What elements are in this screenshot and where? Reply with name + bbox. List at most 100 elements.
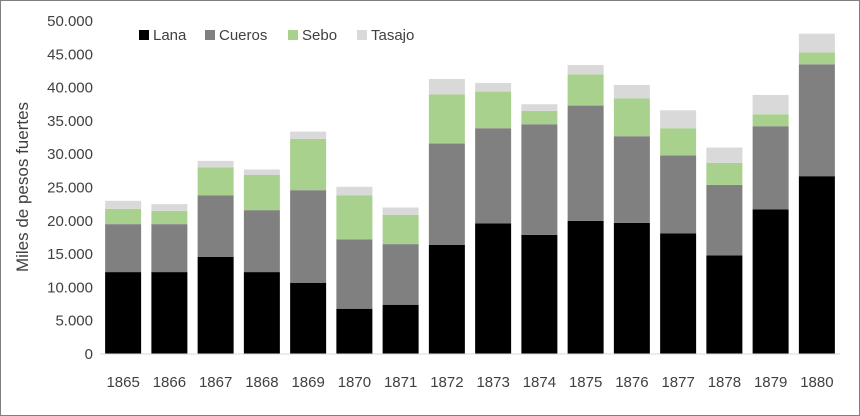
bar-segment-sebo-1876 xyxy=(613,98,650,137)
legend-label-lana: Lana xyxy=(153,27,187,44)
bar-segment-tasajo-1879 xyxy=(752,94,789,115)
bar-segment-tasajo-1872 xyxy=(428,78,465,95)
bar-segment-lana-1865 xyxy=(105,272,142,354)
bar-segment-sebo-1873 xyxy=(475,91,512,129)
bar-segment-sebo-1869 xyxy=(290,138,327,191)
bar-segment-lana-1877 xyxy=(660,233,697,354)
x-tick-label: 1874 xyxy=(523,374,556,391)
bar-segment-cueros-1868 xyxy=(243,210,280,273)
y-tick-label: 15.000 xyxy=(47,246,93,263)
bar-segment-tasajo-1867 xyxy=(197,160,234,168)
bar-segment-sebo-1879 xyxy=(752,114,789,127)
x-tick-label: 1870 xyxy=(338,374,371,391)
y-axis-title-group: Miles de pesos fuertes xyxy=(13,102,32,272)
bar-segment-tasajo-1871 xyxy=(382,207,419,215)
bar-segment-lana-1880 xyxy=(798,176,835,354)
bar-segment-sebo-1871 xyxy=(382,214,419,245)
bar-segment-lana-1873 xyxy=(475,223,512,354)
y-tick-label: 10.000 xyxy=(47,279,93,296)
y-tick-label: 0 xyxy=(85,346,93,363)
bar-segment-lana-1867 xyxy=(197,256,234,354)
bar-segment-sebo-1865 xyxy=(105,208,142,225)
bar-segment-cueros-1874 xyxy=(521,124,558,235)
bar-segment-sebo-1878 xyxy=(706,162,743,185)
y-tick-label: 5.000 xyxy=(55,313,93,330)
bar-segment-sebo-1868 xyxy=(243,174,280,211)
x-tick-label: 1872 xyxy=(430,374,463,391)
bars xyxy=(105,33,835,354)
bar-segment-sebo-1880 xyxy=(798,52,835,65)
x-tick-label: 1869 xyxy=(291,374,324,391)
bar-segment-lana-1872 xyxy=(428,244,465,354)
legend-swatch-sebo xyxy=(288,30,298,40)
bar-segment-lana-1866 xyxy=(151,272,188,354)
bar-segment-cueros-1879 xyxy=(752,126,789,210)
y-tick-label: 50.000 xyxy=(47,13,93,30)
bar-segment-cueros-1870 xyxy=(336,239,373,309)
x-tick-label: 1867 xyxy=(199,374,232,391)
bar-segment-cueros-1872 xyxy=(428,143,465,245)
x-tick-label: 1879 xyxy=(754,374,787,391)
bar-segment-sebo-1874 xyxy=(521,110,558,125)
x-tick-label: 1865 xyxy=(106,374,139,391)
bar-segment-sebo-1867 xyxy=(197,167,234,196)
bar-segment-cueros-1878 xyxy=(706,184,743,256)
y-tick-label: 35.000 xyxy=(47,113,93,130)
bar-segment-cueros-1873 xyxy=(475,128,512,224)
bar-segment-cueros-1880 xyxy=(798,64,835,177)
bar-segment-lana-1874 xyxy=(521,234,558,354)
x-tick-label: 1878 xyxy=(708,374,741,391)
bar-segment-tasajo-1869 xyxy=(290,131,327,139)
y-tick-label: 30.000 xyxy=(47,146,93,163)
x-tick-label: 1880 xyxy=(800,374,833,391)
legend: Lana Cueros Sebo Tasajo xyxy=(139,27,414,44)
y-tick-label: 25.000 xyxy=(47,180,93,197)
y-axis-title: Miles de pesos fuertes xyxy=(13,102,32,272)
x-tick-label: 1868 xyxy=(245,374,278,391)
bar-segment-sebo-1866 xyxy=(151,210,188,225)
bar-segment-cueros-1865 xyxy=(105,224,142,273)
bar-segment-cueros-1866 xyxy=(151,224,188,273)
bar-segment-lana-1875 xyxy=(567,220,604,354)
bar-segment-sebo-1875 xyxy=(567,74,604,106)
legend-swatch-lana xyxy=(139,30,149,40)
legend-label-tasajo: Tasajo xyxy=(371,27,414,44)
x-tick-label: 1866 xyxy=(153,374,186,391)
bar-segment-lana-1876 xyxy=(613,222,650,354)
y-tick-labels: 0 5.000 10.000 15.000 20.000 25.000 30.000 35.0… xyxy=(47,13,93,363)
bar-segment-tasajo-1868 xyxy=(243,169,280,175)
y-tick-label: 45.000 xyxy=(47,46,93,63)
bar-segment-tasajo-1870 xyxy=(336,186,373,196)
y-tick-label: 40.000 xyxy=(47,80,93,97)
bar-segment-tasajo-1880 xyxy=(798,33,835,53)
x-tick-labels: 1865 1866 1867 1868 1869 1870 1871 1872 1873 1874… xyxy=(106,374,833,391)
x-tick-label: 1875 xyxy=(569,374,602,391)
bar-segment-tasajo-1875 xyxy=(567,64,604,75)
x-tick-label: 1877 xyxy=(661,374,694,391)
bar-segment-lana-1869 xyxy=(290,282,327,354)
bar-segment-sebo-1877 xyxy=(660,128,697,156)
bar-segment-tasajo-1866 xyxy=(151,204,188,211)
bar-segment-tasajo-1877 xyxy=(660,110,697,129)
bar-segment-lana-1868 xyxy=(243,272,280,354)
legend-label-sebo: Sebo xyxy=(302,27,337,44)
y-tick-label: 20.000 xyxy=(47,213,93,230)
bar-segment-cueros-1877 xyxy=(660,155,697,234)
x-tick-label: 1876 xyxy=(615,374,648,391)
bar-segment-lana-1878 xyxy=(706,255,743,354)
bar-segment-tasajo-1874 xyxy=(521,104,558,111)
bar-segment-tasajo-1873 xyxy=(475,82,512,92)
x-tick-label: 1871 xyxy=(384,374,417,391)
bar-segment-lana-1879 xyxy=(752,209,789,354)
bar-segment-cueros-1869 xyxy=(290,190,327,283)
bar-segment-cueros-1875 xyxy=(567,105,604,221)
legend-swatch-tasajo xyxy=(357,30,367,40)
bar-segment-tasajo-1876 xyxy=(613,84,650,99)
bar-segment-sebo-1870 xyxy=(336,195,373,240)
bar-segment-cueros-1871 xyxy=(382,244,419,305)
legend-label-cueros: Cueros xyxy=(219,27,267,44)
bar-segment-tasajo-1878 xyxy=(706,147,743,163)
bar-segment-sebo-1872 xyxy=(428,94,465,144)
bar-segment-cueros-1876 xyxy=(613,136,650,223)
